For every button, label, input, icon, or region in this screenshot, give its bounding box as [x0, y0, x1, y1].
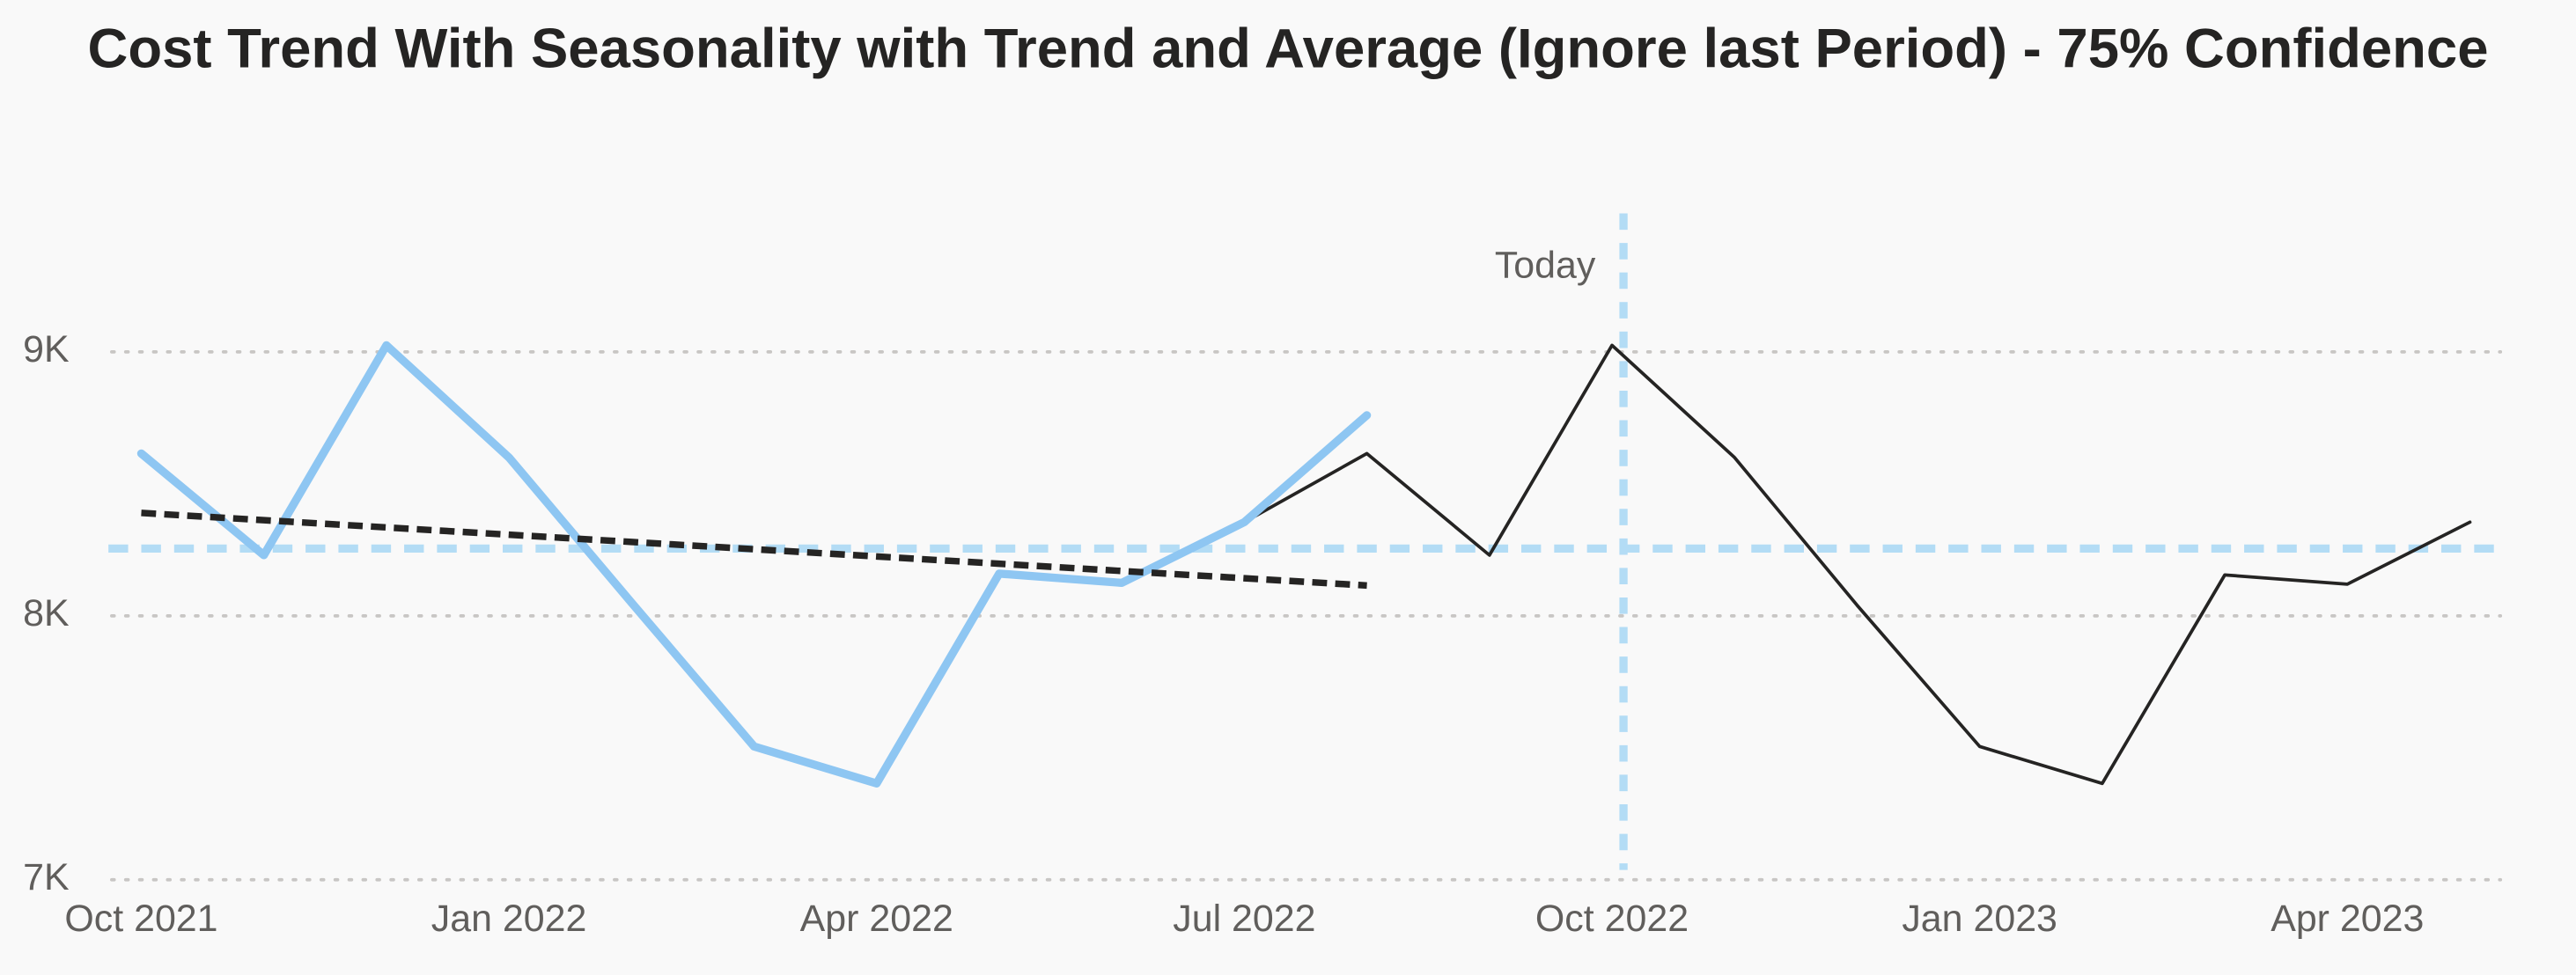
series-line [136, 341, 1372, 788]
y-tick-label: 7K [23, 856, 70, 898]
x-tick-label: Jan 2022 [431, 898, 587, 940]
x-tick-label: Jan 2023 [1902, 898, 2057, 940]
x-tick-label: Apr 2022 [800, 898, 953, 940]
trend-line [141, 509, 1367, 590]
x-tick-label: Oct 2021 [64, 898, 217, 940]
today-label: Today [1495, 244, 1596, 286]
x-tick-label: Jul 2022 [1173, 898, 1315, 940]
y-tick-label: 8K [23, 592, 70, 634]
y-tick-label: 9K [23, 328, 70, 370]
chart-title: Cost Trend With Seasonality with Trend a… [87, 18, 2489, 81]
series-line [1242, 343, 2472, 786]
x-tick-label: Oct 2022 [1535, 898, 1689, 940]
x-tick-label: Apr 2023 [2271, 898, 2424, 940]
